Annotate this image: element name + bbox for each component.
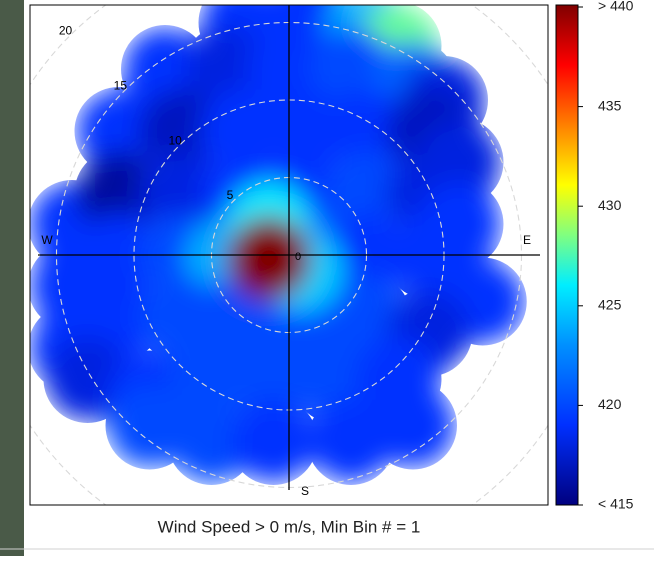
field [30, 5, 548, 505]
field-point [138, 275, 223, 359]
compass-west: W [41, 233, 53, 247]
ring-label: 15 [114, 79, 128, 93]
colorbar-gradient [555, 4, 579, 506]
field-point [324, 89, 409, 173]
field-point [169, 399, 254, 483]
field-point [231, 399, 316, 483]
background-strip [0, 0, 24, 556]
ring-label: 0 [295, 251, 301, 263]
field-point [262, 89, 347, 173]
field-point [231, 337, 316, 421]
field-point [138, 89, 223, 173]
compass-south: S [301, 484, 309, 498]
colorbar-label: 430 [598, 197, 622, 213]
colorbar-label: < 415 [598, 496, 634, 512]
colorbar-label: > 440 [598, 0, 634, 14]
field-point [169, 337, 254, 421]
field-point [324, 151, 409, 235]
field-point [226, 216, 311, 301]
field-point [76, 89, 161, 173]
ring-label: 5 [227, 188, 234, 202]
colorbar-label: 420 [598, 396, 622, 412]
compass-east: E [523, 233, 531, 247]
caption: Wind Speed > 0 m/s, Min Bin # = 1 [158, 517, 421, 536]
field-point [76, 151, 161, 235]
field-point [138, 151, 223, 235]
plot-frame [29, 4, 549, 506]
colorbar-label: 425 [598, 297, 622, 313]
field-point [371, 383, 455, 468]
ring-label: 10 [168, 133, 182, 147]
colorbar-label: 435 [598, 97, 622, 113]
colorbar: < 415 420 425 430 435 > 440 [555, 0, 634, 512]
field-point [200, 89, 285, 173]
ring-label: 20 [59, 24, 73, 38]
